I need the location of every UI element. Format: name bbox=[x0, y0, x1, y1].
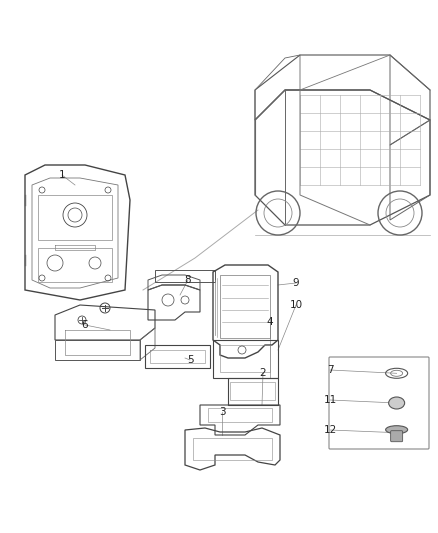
Text: 5: 5 bbox=[187, 355, 193, 365]
Text: 9: 9 bbox=[293, 278, 299, 288]
Text: 1: 1 bbox=[59, 170, 65, 180]
Text: 3: 3 bbox=[219, 407, 225, 417]
Text: 4: 4 bbox=[267, 317, 273, 327]
Ellipse shape bbox=[389, 397, 405, 409]
Text: 7: 7 bbox=[327, 365, 333, 375]
Ellipse shape bbox=[385, 426, 408, 434]
Text: 12: 12 bbox=[323, 425, 337, 435]
FancyBboxPatch shape bbox=[391, 431, 403, 442]
Text: 11: 11 bbox=[323, 395, 337, 405]
Text: 8: 8 bbox=[185, 275, 191, 285]
Text: 10: 10 bbox=[290, 300, 303, 310]
Text: 6: 6 bbox=[82, 320, 88, 330]
Text: 2: 2 bbox=[260, 368, 266, 378]
